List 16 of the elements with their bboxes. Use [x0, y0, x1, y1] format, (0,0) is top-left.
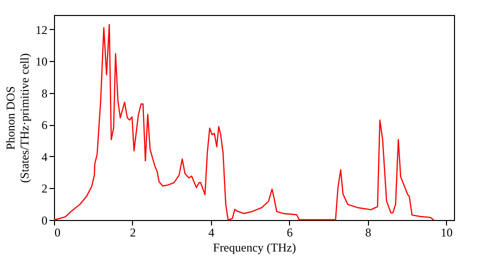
x-tick-label: 2 [130, 226, 136, 240]
y-tick-label: 10 [36, 54, 48, 69]
x-tick-label: 0 [54, 226, 60, 240]
y-tick-label: 6 [42, 118, 48, 132]
x-tick-label: 4 [208, 226, 214, 240]
y-tick-label: 0 [42, 214, 48, 228]
y-tick-label: 2 [42, 182, 48, 196]
y-tick-label: 12 [36, 22, 48, 37]
x-tick-label: 6 [286, 226, 293, 240]
x-tick-label: 10 [440, 226, 453, 240]
x-axis-title: Frequency (THz) [213, 240, 296, 254]
x-tick-label: 8 [365, 226, 372, 240]
y-tick-label: 8 [42, 86, 48, 100]
line-series [53, 24, 434, 221]
y-axis-title: Phonon DOS (States/THz·primitive cell) [4, 53, 32, 183]
y-tick-label: 4 [42, 150, 48, 164]
